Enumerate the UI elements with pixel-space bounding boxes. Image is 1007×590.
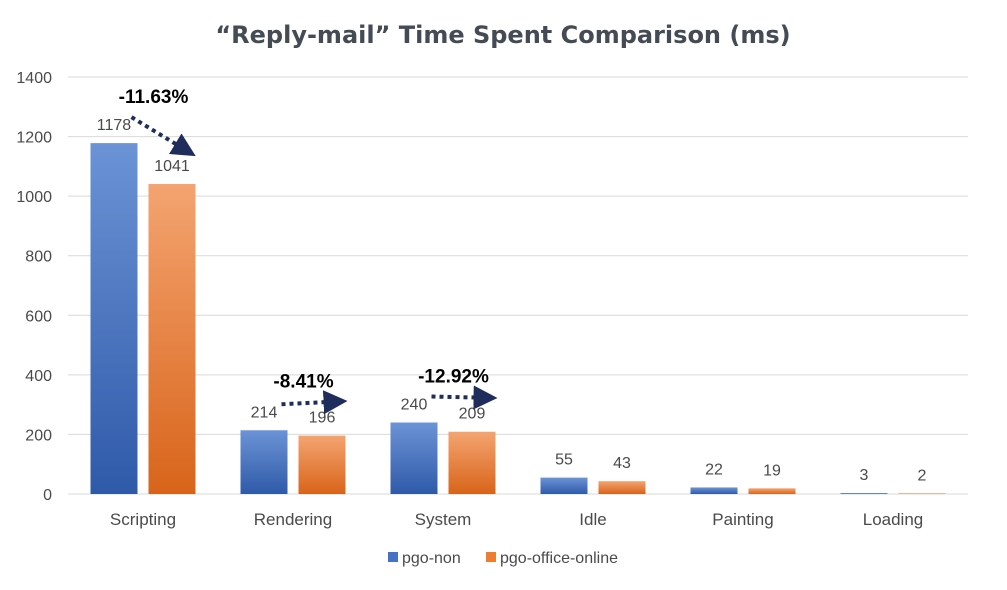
data-label-pgo-non-scripting: 1178 bbox=[97, 117, 132, 134]
gridlines bbox=[68, 76, 968, 495]
data-label-pgo-office-online-system: 209 bbox=[459, 406, 486, 423]
x-tick-label-idle: Idle bbox=[579, 510, 606, 529]
legend-label-pgo-non: pgo-non bbox=[402, 550, 461, 567]
y-tick-label: 0 bbox=[43, 487, 52, 504]
data-label-pgo-office-online-idle: 43 bbox=[613, 455, 631, 472]
annotations: -11.63% -8.41% -12.92% bbox=[119, 87, 498, 415]
y-axis: 0 200 400 600 800 1000 1200 1400 bbox=[16, 70, 52, 504]
data-label-pgo-office-online-scripting: 1041 bbox=[154, 158, 190, 175]
y-tick-label: 400 bbox=[25, 368, 52, 385]
bar-pgo-office-online-scripting bbox=[148, 183, 196, 494]
y-tick-label: 800 bbox=[25, 249, 52, 266]
x-tick-label-system: System bbox=[415, 510, 472, 529]
data-label-pgo-office-online-rendering: 196 bbox=[309, 410, 336, 427]
data-label-pgo-office-online-painting: 19 bbox=[763, 462, 781, 479]
chart-title: “Reply-mail” Time Spent Comparison (ms) bbox=[215, 21, 790, 49]
x-tick-label-scripting: Scripting bbox=[110, 510, 176, 529]
bar-pgo-office-online-loading bbox=[898, 493, 946, 494]
bar-pgo-non-scripting bbox=[90, 143, 138, 495]
x-axis: Scripting Rendering System Idle Painting Load… bbox=[110, 510, 923, 529]
bar-pgo-office-online-idle bbox=[598, 481, 646, 494]
annotation-arrow-system bbox=[431, 385, 498, 410]
annotation-arrow-scripting bbox=[130, 115, 196, 157]
bar-pgo-office-online-painting bbox=[748, 488, 796, 494]
data-label-pgo-non-loading: 3 bbox=[860, 467, 869, 484]
bar-pgo-non-idle bbox=[540, 477, 588, 494]
x-tick-label-rendering: Rendering bbox=[254, 510, 332, 529]
y-tick-label: 600 bbox=[25, 308, 52, 325]
y-tick-label: 1400 bbox=[16, 70, 52, 87]
legend-swatch-pgo-non bbox=[388, 552, 398, 562]
bar-pgo-non-painting bbox=[690, 487, 738, 494]
bar-pgo-office-online-system bbox=[448, 431, 496, 494]
legend-swatch-pgo-office-online bbox=[486, 552, 496, 562]
data-label-pgo-non-painting: 22 bbox=[705, 461, 723, 478]
y-tick-label: 200 bbox=[25, 427, 52, 444]
data-label-pgo-non-rendering: 214 bbox=[251, 404, 278, 421]
data-labels: 1178 1041 214 196 240 209 55 43 22 19 3 2 bbox=[97, 117, 927, 484]
legend: pgo-non pgo-office-online bbox=[388, 550, 618, 567]
x-tick-label-painting: Painting bbox=[712, 510, 773, 529]
annotation-label-system: -12.92% bbox=[418, 367, 489, 388]
x-tick-label-loading: Loading bbox=[863, 510, 924, 529]
data-label-pgo-non-idle: 55 bbox=[555, 452, 573, 469]
data-label-pgo-non-system: 240 bbox=[401, 397, 428, 414]
bar-pgo-office-online-rendering bbox=[298, 435, 346, 494]
bar-pgo-non-loading bbox=[840, 493, 888, 494]
legend-label-pgo-office-online: pgo-office-online bbox=[500, 550, 618, 567]
bars bbox=[90, 143, 946, 495]
annotation-label-rendering: -8.41% bbox=[273, 372, 333, 393]
y-tick-label: 1200 bbox=[16, 130, 52, 147]
annotation-label-scripting: -11.63% bbox=[119, 87, 189, 108]
bar-pgo-non-system bbox=[390, 422, 438, 494]
bar-pgo-non-rendering bbox=[240, 430, 288, 494]
annotation-arrow-rendering bbox=[281, 390, 348, 415]
y-tick-label: 1000 bbox=[16, 189, 52, 206]
data-label-pgo-office-online-loading: 2 bbox=[918, 467, 927, 484]
